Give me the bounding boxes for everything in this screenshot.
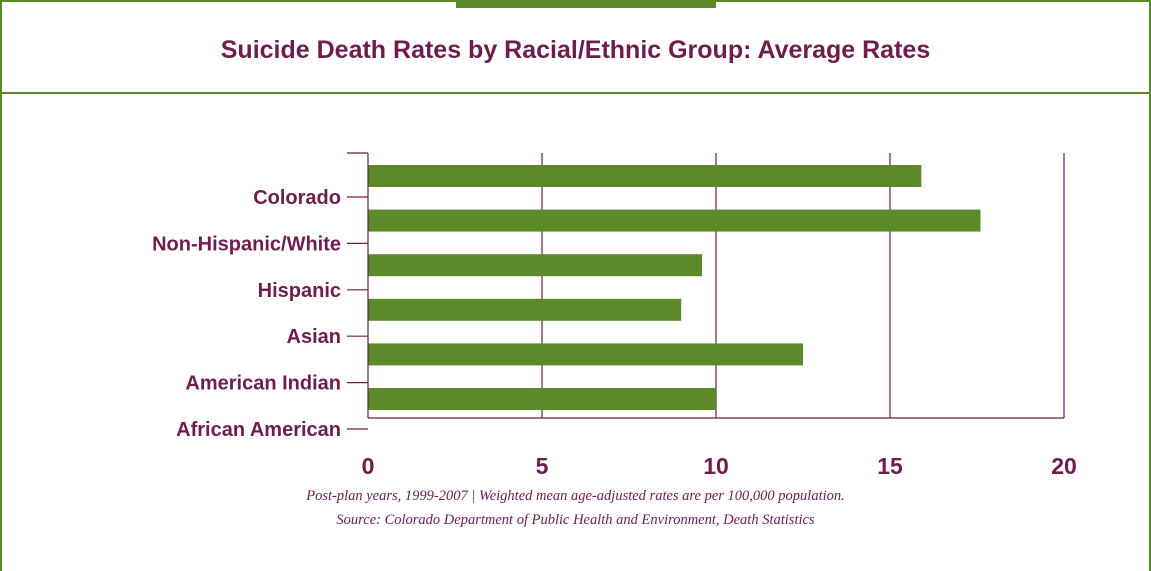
x-tick-label-1: 5 bbox=[536, 453, 549, 479]
x-tick-label-3: 15 bbox=[877, 453, 903, 479]
header-tab bbox=[456, 0, 716, 8]
frame-top-border-left bbox=[0, 0, 456, 2]
category-label-3: Asian bbox=[287, 326, 341, 348]
bar-0 bbox=[368, 165, 922, 187]
bar-1 bbox=[368, 209, 981, 232]
category-label-0: Colorado bbox=[253, 187, 341, 209]
footnote-source: Source: Colorado Department of Public He… bbox=[336, 512, 815, 528]
bar-4 bbox=[368, 343, 803, 366]
frame-left-border bbox=[0, 0, 2, 571]
category-label-5: African American bbox=[176, 419, 341, 441]
frame-top-border-right bbox=[716, 0, 1151, 2]
footnote-method: Post-plan years, 1999-2007 | Weighted me… bbox=[306, 488, 845, 504]
bar-2 bbox=[368, 254, 703, 277]
chart-title: Suicide Death Rates by Racial/Ethnic Gro… bbox=[220, 36, 931, 64]
title-divider bbox=[0, 92, 1151, 94]
x-tick-label-0: 0 bbox=[362, 453, 375, 479]
category-label-4: American Indian bbox=[185, 373, 341, 395]
category-label-1: Non-Hispanic/White bbox=[152, 233, 341, 255]
x-tick-label-4: 20 bbox=[1051, 453, 1077, 479]
bar-5 bbox=[368, 388, 716, 410]
category-label-2: Hispanic bbox=[258, 280, 341, 302]
x-tick-label-2: 10 bbox=[703, 453, 729, 479]
bar-3 bbox=[368, 298, 682, 321]
frame-right-border bbox=[1149, 0, 1151, 571]
